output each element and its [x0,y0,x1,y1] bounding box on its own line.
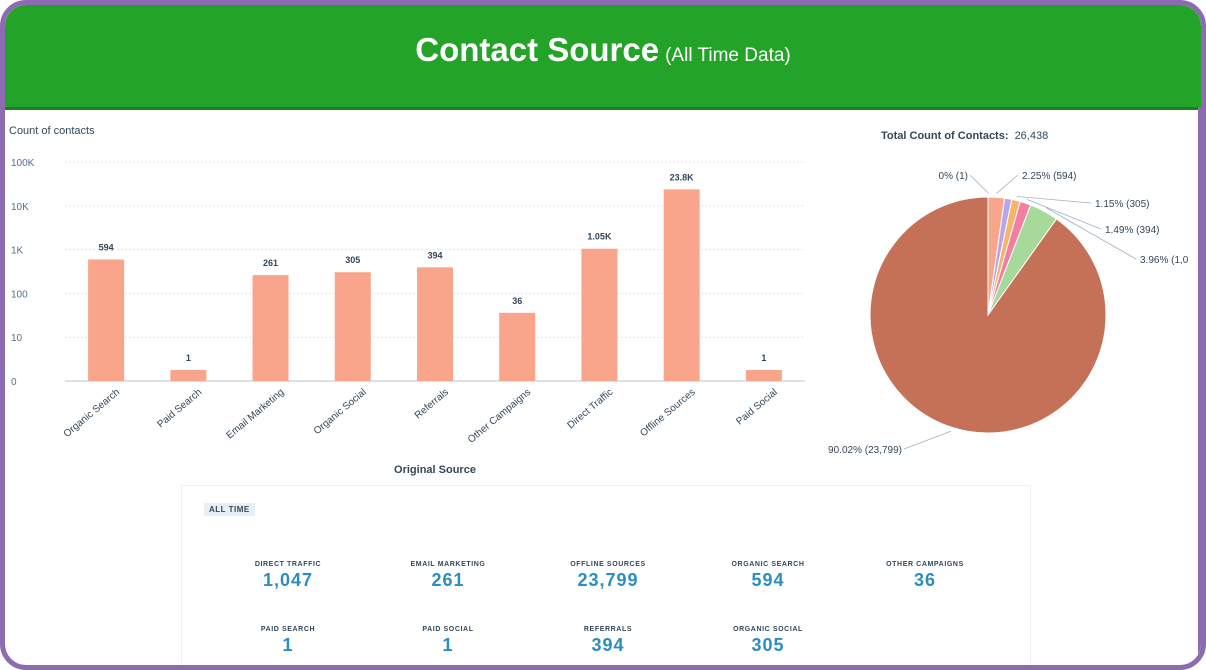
kpi-value: 1 [442,635,454,655]
x-tick-label: Paid Search [155,387,204,430]
x-axis-label: Original Source [394,464,476,476]
pie-slice-label: 2.25% (594) [1022,171,1076,182]
bar-data-label: 1 [186,353,191,363]
pie-title: Total Count of Contacts: 26,438 [881,130,1048,142]
bar[interactable] [334,272,371,381]
time-range-tag[interactable]: ALL TIME [204,503,255,516]
bar[interactable] [499,312,536,381]
pie-leader-line [903,430,951,450]
y-tick-label: 100K [11,158,35,169]
x-tick-label: Offline Sources [638,387,697,439]
kpi-referrals: REFERRALS 394 [528,626,688,656]
kpi-label: ORGANIC SEARCH [731,561,805,568]
pie-slice-label: 1.49% (394) [1105,225,1159,236]
kpi-value: 23,799 [577,570,639,590]
bar[interactable] [417,267,453,381]
y-tick-label: 100 [11,289,28,300]
kpi-label: EMAIL MARKETING [410,561,486,568]
kpi-offline-sources: OFFLINE SOURCES 23,799 [528,561,688,591]
pie-title-label: Total Count of Contacts: [881,130,1009,142]
header-banner: Contact Source (All Time Data) [5,5,1201,110]
kpi-value: 394 [591,635,625,655]
pie-slice-label: 3.96% (1,0 [1140,255,1189,266]
y-tick-label: 1K [11,246,24,257]
kpi-label: OFFLINE SOURCES [570,561,646,568]
pie-slice-label: 90.02% (23,799) [828,445,902,456]
bar[interactable] [581,248,618,381]
pie-slice-label: 1.15% (305) [1095,199,1149,210]
right-divider [1198,107,1201,665]
x-tick-label: Email Marketing [224,387,286,442]
kpi-value: 36 [913,570,937,590]
kpi-paid-search: PAID SEARCH 1 [208,626,368,656]
kpi-other-campaigns: OTHER CAMPAIGNS 36 [845,561,1005,591]
title-subtitle: (All Time Data) [665,45,791,66]
bar[interactable] [88,259,125,381]
kpi-email-marketing: EMAIL MARKETING 261 [368,561,528,591]
y-tick-label: 0 [11,377,17,388]
kpi-organic-search: ORGANIC SEARCH 594 [688,561,848,591]
bar[interactable] [252,275,289,381]
kpi-label: PAID SOCIAL [422,626,474,633]
pie-leader-line [996,174,1019,194]
kpi-label: PAID SEARCH [260,626,316,633]
x-tick-label: Organic Social [312,387,369,437]
bar-data-label: 23.8K [670,172,695,182]
pie-title-value: 26,438 [1015,130,1049,142]
bar[interactable] [663,189,700,381]
kpi-label: ORGANIC SOCIAL [733,626,803,633]
title-main: Contact Source [415,31,660,68]
pie-leader-line [969,174,989,194]
bar-data-label: 261 [263,258,278,268]
kpi-value: 261 [431,570,465,590]
bar-data-label: 594 [99,243,114,253]
bar-chart: Count of contacts Original Source 0 10 100… [9,125,805,476]
x-tick-label: Referrals [413,387,451,422]
kpi-label: DIRECT TRAFFIC [254,561,322,568]
bar-data-label: 1.05K [587,232,612,242]
pie-leader-line [1026,198,1102,230]
pie-leader-line [1016,196,1092,204]
bar-data-label: 1 [761,353,766,363]
pie-leader-line [1045,207,1137,260]
pie-chart: Total Count of Contacts: 26,438 0% (1) 2.… [828,130,1189,456]
bar-data-label: 36 [512,296,522,306]
kpi-label: REFERRALS [583,626,633,633]
kpi-value: 305 [751,635,785,655]
kpi-value: 594 [751,570,785,590]
y-axis-label: Count of contacts [9,125,95,137]
bar[interactable] [170,370,207,381]
kpi-direct-traffic: DIRECT TRAFFIC 1,047 [208,561,368,591]
kpi-label: OTHER CAMPAIGNS [886,561,964,568]
bar-data-label: 305 [345,255,360,265]
kpi-value: 1,047 [262,570,314,590]
x-tick-label: Paid Social [734,387,779,428]
bar[interactable] [745,370,782,381]
kpi-paid-social: PAID SOCIAL 1 [368,626,528,656]
kpi-value: 1 [282,635,294,655]
pie-slice[interactable] [869,196,1107,434]
y-tick-label: 10 [11,333,23,344]
y-tick-label: 10K [11,202,29,213]
x-tick-label: Organic Search [62,387,122,440]
page-title: Contact Source (All Time Data) [5,31,1201,69]
x-tick-label: Direct Traffic [565,387,615,431]
x-tick-label: Other Campaigns [466,387,533,446]
kpi-organic-social: ORGANIC SOCIAL 305 [688,626,848,656]
kpi-summary-card: ALL TIME DIRECT TRAFFIC 1,047 EMAIL MARK… [181,485,1031,665]
pie-slice-label: 0% (1) [939,171,968,182]
bar-data-label: 394 [427,250,442,260]
